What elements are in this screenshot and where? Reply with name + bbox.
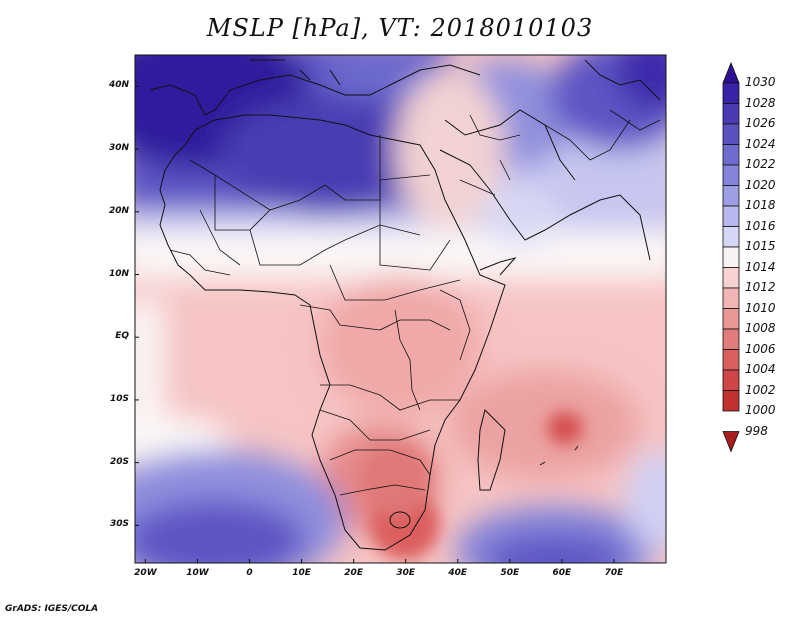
lon-label: 60E (552, 568, 572, 578)
lon-label: 40E (448, 568, 468, 578)
colorbar-swatch (722, 308, 740, 330)
lon-label: 30E (396, 568, 416, 578)
colorbar-swatch (722, 287, 740, 309)
lat-label: 30N (108, 143, 129, 154)
lon-label: 50E (500, 568, 520, 578)
colorbar-swatch (722, 349, 740, 371)
lon-label: 70E (604, 568, 624, 578)
lat-label: 20S (109, 456, 129, 467)
lat-label: 20N (108, 205, 129, 216)
lat-label: 10S (109, 393, 129, 404)
colorbar-label: 1030 (745, 75, 776, 89)
colorbar-top-arrow (722, 61, 740, 84)
colorbar-label: 1008 (745, 321, 776, 335)
lon-label: 20E (344, 568, 363, 578)
colorbar-label: 1012 (745, 280, 776, 294)
colorbar-swatch (722, 328, 740, 350)
colorbar-swatch (722, 144, 740, 166)
colorbar-label: 998 (745, 423, 768, 438)
pressure-field (135, 55, 666, 563)
colorbar-swatch (722, 205, 740, 227)
lat-label: 30S (109, 519, 129, 530)
lon-label: 10E (292, 568, 311, 578)
colorbar-swatch (722, 267, 740, 289)
colorbar-swatch (722, 246, 740, 268)
colorbar-label: 1004 (745, 362, 776, 376)
colorbar-label: 1028 (745, 95, 776, 110)
axis-ticks (135, 85, 615, 563)
colorbar-label: 1006 (745, 341, 776, 356)
lat-label: 40N (108, 80, 129, 91)
colorbar-label: 1002 (745, 382, 776, 397)
lat-label: 10N (108, 268, 129, 279)
colorbar-swatch (722, 390, 740, 412)
colorbar (722, 61, 740, 453)
colorbar-swatch (722, 123, 740, 145)
colorbar-label: 1026 (745, 116, 776, 130)
colorbar-swatch (722, 103, 740, 125)
lat-label: EQ (115, 331, 129, 342)
lon-label: 0 (246, 568, 253, 578)
colorbar-label: 1022 (745, 157, 776, 171)
colorbar-swatch (722, 226, 740, 248)
lon-label: 10W (186, 568, 209, 578)
credit-label: GrADS: IGES/COLA (5, 604, 99, 614)
colorbar-label: 1020 (745, 177, 776, 192)
colorbar-label: 1024 (745, 136, 776, 151)
map-frame (134, 54, 667, 564)
colorbar-label: 1014 (745, 259, 776, 274)
coastlines (149, 59, 661, 551)
colorbar-swatch (722, 164, 740, 186)
colorbar-bottom-arrow (722, 431, 740, 453)
colorbar-swatch (722, 82, 740, 104)
map-title: MSLP [hPa], VT: 2018010103 (206, 14, 594, 42)
lon-label: 20W (134, 568, 157, 578)
colorbar-swatch (722, 185, 740, 207)
country-borders (169, 109, 661, 496)
colorbar-label: 1015 (745, 239, 776, 253)
colorbar-label: 1010 (745, 300, 776, 315)
colorbar-label: 1018 (745, 198, 776, 212)
colorbar-swatch (722, 369, 740, 391)
colorbar-label: 1016 (745, 218, 776, 233)
colorbar-label: 1000 (745, 403, 776, 417)
